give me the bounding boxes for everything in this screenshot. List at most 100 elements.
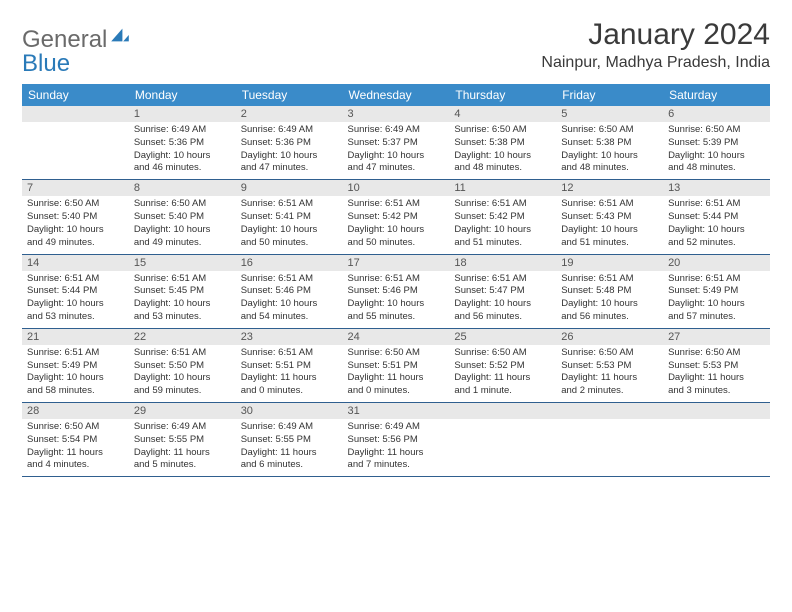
calendar-day-cell: 20Sunrise: 6:51 AMSunset: 5:49 PMDayligh… bbox=[663, 254, 770, 328]
day-number: 14 bbox=[22, 255, 129, 271]
calendar-day-cell: 11Sunrise: 6:51 AMSunset: 5:42 PMDayligh… bbox=[449, 180, 556, 254]
day-info-line: and 59 minutes. bbox=[134, 385, 231, 398]
day-content: Sunrise: 6:49 AMSunset: 5:56 PMDaylight:… bbox=[343, 419, 450, 476]
day-info-line: Daylight: 11 hours bbox=[668, 372, 765, 385]
day-info-line: and 0 minutes. bbox=[348, 385, 445, 398]
day-info-line: and 52 minutes. bbox=[668, 237, 765, 250]
day-info-line: Sunset: 5:39 PM bbox=[668, 137, 765, 150]
day-number bbox=[449, 403, 556, 419]
day-content: Sunrise: 6:50 AMSunset: 5:39 PMDaylight:… bbox=[663, 122, 770, 179]
day-info-line: Sunset: 5:54 PM bbox=[27, 434, 124, 447]
day-info-line: and 48 minutes. bbox=[561, 162, 658, 175]
day-info-line: Sunset: 5:36 PM bbox=[241, 137, 338, 150]
day-content: Sunrise: 6:51 AMSunset: 5:50 PMDaylight:… bbox=[129, 345, 236, 402]
calendar-day-cell: 27Sunrise: 6:50 AMSunset: 5:53 PMDayligh… bbox=[663, 328, 770, 402]
day-content: Sunrise: 6:49 AMSunset: 5:37 PMDaylight:… bbox=[343, 122, 450, 179]
day-content: Sunrise: 6:50 AMSunset: 5:51 PMDaylight:… bbox=[343, 345, 450, 402]
calendar-day-cell: 19Sunrise: 6:51 AMSunset: 5:48 PMDayligh… bbox=[556, 254, 663, 328]
calendar-day-cell: 17Sunrise: 6:51 AMSunset: 5:46 PMDayligh… bbox=[343, 254, 450, 328]
day-info-line: Daylight: 10 hours bbox=[348, 224, 445, 237]
day-info-line: and 49 minutes. bbox=[134, 237, 231, 250]
day-info-line: Sunset: 5:53 PM bbox=[561, 360, 658, 373]
day-info-line: Sunrise: 6:50 AM bbox=[668, 347, 765, 360]
day-info-line: Daylight: 10 hours bbox=[454, 224, 551, 237]
calendar-day-cell: 12Sunrise: 6:51 AMSunset: 5:43 PMDayligh… bbox=[556, 180, 663, 254]
day-info-line: Sunrise: 6:50 AM bbox=[27, 198, 124, 211]
day-info-line: Daylight: 10 hours bbox=[561, 150, 658, 163]
day-number: 21 bbox=[22, 329, 129, 345]
day-content: Sunrise: 6:51 AMSunset: 5:43 PMDaylight:… bbox=[556, 196, 663, 253]
day-number: 13 bbox=[663, 180, 770, 196]
day-content: Sunrise: 6:49 AMSunset: 5:55 PMDaylight:… bbox=[129, 419, 236, 476]
day-number: 23 bbox=[236, 329, 343, 345]
day-content: Sunrise: 6:49 AMSunset: 5:36 PMDaylight:… bbox=[236, 122, 343, 179]
day-info-line: Sunset: 5:42 PM bbox=[348, 211, 445, 224]
day-number: 22 bbox=[129, 329, 236, 345]
day-number: 17 bbox=[343, 255, 450, 271]
calendar-week-row: 21Sunrise: 6:51 AMSunset: 5:49 PMDayligh… bbox=[22, 328, 770, 402]
day-info-line: Sunset: 5:51 PM bbox=[241, 360, 338, 373]
day-number: 29 bbox=[129, 403, 236, 419]
weekday-header-row: Sunday Monday Tuesday Wednesday Thursday… bbox=[22, 84, 770, 106]
calendar-day-cell: 9Sunrise: 6:51 AMSunset: 5:41 PMDaylight… bbox=[236, 180, 343, 254]
weekday-sunday: Sunday bbox=[22, 84, 129, 106]
day-info-line: Sunrise: 6:51 AM bbox=[241, 198, 338, 211]
day-info-line: Daylight: 10 hours bbox=[348, 298, 445, 311]
day-content: Sunrise: 6:50 AMSunset: 5:52 PMDaylight:… bbox=[449, 345, 556, 402]
day-info-line: and 54 minutes. bbox=[241, 311, 338, 324]
calendar-day-cell: 2Sunrise: 6:49 AMSunset: 5:36 PMDaylight… bbox=[236, 106, 343, 180]
day-info-line: Sunset: 5:42 PM bbox=[454, 211, 551, 224]
day-info-line: Sunset: 5:36 PM bbox=[134, 137, 231, 150]
calendar-day-cell: 24Sunrise: 6:50 AMSunset: 5:51 PMDayligh… bbox=[343, 328, 450, 402]
day-info-line: Sunrise: 6:51 AM bbox=[241, 347, 338, 360]
day-info-line: Sunset: 5:44 PM bbox=[27, 285, 124, 298]
day-info-line: Sunrise: 6:50 AM bbox=[561, 347, 658, 360]
calendar-day-cell: 1Sunrise: 6:49 AMSunset: 5:36 PMDaylight… bbox=[129, 106, 236, 180]
day-number: 5 bbox=[556, 106, 663, 122]
day-info-line: Daylight: 11 hours bbox=[348, 447, 445, 460]
page-header: GeneralBlue January 2024 Nainpur, Madhya… bbox=[22, 18, 770, 78]
day-info-line: and 4 minutes. bbox=[27, 459, 124, 472]
day-info-line: Sunset: 5:48 PM bbox=[561, 285, 658, 298]
day-info-line: Sunrise: 6:51 AM bbox=[241, 273, 338, 286]
day-info-line: and 5 minutes. bbox=[134, 459, 231, 472]
day-info-line: Daylight: 10 hours bbox=[27, 372, 124, 385]
day-info-line: and 50 minutes. bbox=[348, 237, 445, 250]
logo-text-2: Blue bbox=[22, 50, 70, 77]
day-info-line: Daylight: 10 hours bbox=[454, 298, 551, 311]
day-content: Sunrise: 6:51 AMSunset: 5:48 PMDaylight:… bbox=[556, 271, 663, 328]
day-number: 18 bbox=[449, 255, 556, 271]
day-info-line: Daylight: 10 hours bbox=[27, 224, 124, 237]
day-number bbox=[22, 106, 129, 122]
calendar-week-row: 7Sunrise: 6:50 AMSunset: 5:40 PMDaylight… bbox=[22, 180, 770, 254]
day-content: Sunrise: 6:50 AMSunset: 5:40 PMDaylight:… bbox=[22, 196, 129, 253]
day-info-line: Daylight: 10 hours bbox=[241, 224, 338, 237]
day-number: 27 bbox=[663, 329, 770, 345]
logo: GeneralBlue bbox=[22, 18, 130, 78]
day-info-line: and 6 minutes. bbox=[241, 459, 338, 472]
day-info-line: Daylight: 10 hours bbox=[668, 150, 765, 163]
calendar-day-cell: 8Sunrise: 6:50 AMSunset: 5:40 PMDaylight… bbox=[129, 180, 236, 254]
day-info-line: Sunrise: 6:51 AM bbox=[561, 198, 658, 211]
day-content: Sunrise: 6:51 AMSunset: 5:45 PMDaylight:… bbox=[129, 271, 236, 328]
day-info-line: Daylight: 10 hours bbox=[134, 150, 231, 163]
day-info-line: Sunset: 5:56 PM bbox=[348, 434, 445, 447]
weekday-wednesday: Wednesday bbox=[343, 84, 450, 106]
day-number: 3 bbox=[343, 106, 450, 122]
day-info-line: Sunset: 5:40 PM bbox=[134, 211, 231, 224]
day-info-line: Sunrise: 6:51 AM bbox=[454, 198, 551, 211]
day-number: 1 bbox=[129, 106, 236, 122]
day-info-line: Daylight: 10 hours bbox=[668, 298, 765, 311]
day-info-line: Daylight: 10 hours bbox=[134, 372, 231, 385]
day-info-line: Daylight: 10 hours bbox=[134, 224, 231, 237]
day-info-line: Daylight: 11 hours bbox=[134, 447, 231, 460]
day-info-line: Sunset: 5:47 PM bbox=[454, 285, 551, 298]
day-info-line: Sunrise: 6:51 AM bbox=[134, 273, 231, 286]
day-number: 30 bbox=[236, 403, 343, 419]
calendar-day-cell bbox=[22, 106, 129, 180]
day-content: Sunrise: 6:49 AMSunset: 5:55 PMDaylight:… bbox=[236, 419, 343, 476]
day-info-line: Daylight: 11 hours bbox=[348, 372, 445, 385]
calendar-day-cell: 7Sunrise: 6:50 AMSunset: 5:40 PMDaylight… bbox=[22, 180, 129, 254]
day-number: 19 bbox=[556, 255, 663, 271]
day-info-line: and 55 minutes. bbox=[348, 311, 445, 324]
